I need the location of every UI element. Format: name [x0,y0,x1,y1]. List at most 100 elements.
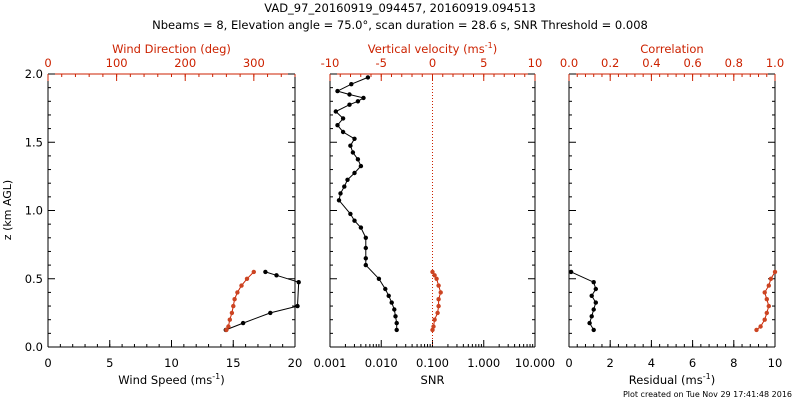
bottom-axis-title: Wind Speed (ms-1) [118,372,224,387]
bottom-tick-label: 0 [44,356,51,370]
data-point-black [348,143,353,148]
data-point-black [363,262,368,268]
data-point-black [358,225,364,230]
data-point-red [229,310,235,316]
series-line-red [225,271,255,331]
data-point-red [754,327,759,333]
data-point-black [361,95,366,101]
data-point-black [591,307,596,312]
data-point-black [593,300,598,305]
data-point-black [342,184,347,189]
panel-residual-correlation: 0 2 4 6 8 10 0.0 0.2 0.4 0.6 0.8 1.0 Residual (ms-1)… [560,42,784,387]
data-point-black [591,327,596,333]
data-point-red [434,276,439,281]
bottom-tick-label: 0.001 [314,356,347,370]
data-point-black [358,163,364,169]
data-point-red [768,276,774,281]
bottom-tick-label: 10.000 [515,356,555,370]
data-point-black [336,198,342,203]
data-point-black [350,150,356,155]
data-point-red [430,327,435,333]
data-point-black [568,269,574,275]
data-point-red [430,269,435,275]
top-tick-label: 100 [106,56,128,70]
top-tick-label: -5 [376,56,387,70]
bottom-tick-label: 10 [164,356,179,370]
top-axis-title-close: ) [493,42,498,56]
bottom-axis-title: SNR [421,373,445,387]
data-point-black [338,191,343,196]
data-point-red [758,324,763,329]
top-tick-label: 0 [429,56,436,70]
data-point-black [335,88,340,94]
data-point-red [772,269,778,275]
y-tick-label: 1.5 [25,135,43,149]
data-point-red [235,290,240,295]
bottom-tick-label: 20 [288,356,303,370]
series-line-black [334,76,398,330]
data-point-black [333,109,338,114]
data-point-black [349,82,354,87]
top-tick-label: 5 [480,56,487,70]
bottom-tick-label: 0.100 [416,356,449,370]
series-line-black [570,271,597,331]
y-tick-label: 0.5 [25,272,43,286]
data-point-black [394,327,399,333]
bottom-tick-label: 0 [565,356,572,370]
top-axis-title: Wind Direction (deg) [112,42,231,56]
data-point-red [227,317,232,322]
bottom-tick-label: 8 [730,356,737,370]
data-point-black [589,293,594,298]
data-point-red [764,297,769,302]
data-point-black [365,75,371,80]
data-point-black [347,102,352,107]
y-tick-label: 2.0 [25,67,43,81]
bottom-tick-label: 4 [648,356,655,370]
bottom-axis-title: Residual (ms-1) [629,372,715,387]
top-axis-title: Correlation [640,42,703,56]
data-point-black [393,314,398,319]
top-tick-label: 0.8 [725,56,743,70]
bottom-tick-label: 1.000 [467,356,500,370]
data-point-red [431,324,436,329]
bottom-axis-title-text: Wind Speed (ms [118,373,212,387]
data-point-red [762,317,767,322]
y-tick-label: 1.0 [25,204,43,218]
data-point-red [436,283,441,288]
data-point-black [296,280,301,285]
top-tick-label: 0.0 [560,56,578,70]
data-point-black [263,269,268,275]
bottom-axis-title-sup: -1 [212,372,220,381]
data-point-black [363,245,368,251]
data-point-red [231,303,236,309]
bottom-tick-label: 10 [768,356,783,370]
data-point-red [436,297,441,302]
data-point-black [348,211,353,217]
bottom-tick-label: 15 [226,356,241,370]
top-axis-title-text: Vertical velocity (ms [368,42,485,56]
data-point-red [226,324,231,329]
y-axis-label: z (km AGL) [1,180,14,240]
footer-timestamp: Plot created on Tue Nov 29 17:41:48 2016 [623,390,792,399]
data-point-black [363,256,368,261]
top-tick-label: 200 [174,56,196,70]
data-point-red [244,276,250,281]
panel-vertical-velocity-snr: 0.001 0.010 0.100 1.000 10.000 -10 -5 0 5 10 SNR Ve… [314,41,556,387]
bottom-tick-label: 5 [106,356,113,370]
data-point-black [376,276,382,281]
data-point-red [432,317,437,322]
data-point-black [392,307,397,312]
data-point-black [386,293,391,298]
data-point-red [224,327,229,333]
data-point-black [352,218,357,223]
top-axis-title-sup: -1 [485,41,493,50]
data-point-black [345,177,350,182]
top-tick-label: 1.0 [766,56,784,70]
data-point-black [389,300,394,305]
top-axis-title: Vertical velocity (ms-1) [368,41,497,56]
top-tick-label: -10 [321,56,340,70]
data-point-black [295,303,300,309]
data-point-black [593,286,598,292]
bottom-tick-label: 6 [689,356,696,370]
data-point-red [766,283,771,288]
